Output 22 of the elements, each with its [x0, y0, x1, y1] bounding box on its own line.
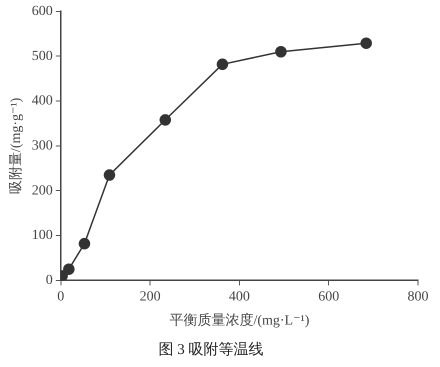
y-tick-label: 400	[32, 94, 53, 109]
x-tick-label: 0	[57, 289, 64, 304]
x-tick-label: 800	[408, 289, 428, 304]
x-tick-label: 600	[318, 289, 340, 304]
x-tick-label: 200	[140, 289, 161, 304]
point	[275, 46, 287, 58]
x-tick-label: 400	[228, 289, 250, 304]
point	[104, 169, 116, 181]
x-axis-title: 平衡质量浓度/(mg·L⁻¹)	[169, 312, 310, 328]
y-tick-label: 500	[32, 48, 53, 64]
point	[78, 238, 90, 250]
point	[63, 263, 75, 275]
y-tick-label: 200	[32, 183, 53, 198]
y-tick-label: 300	[32, 138, 53, 154]
point	[160, 114, 172, 126]
y-tick-label: 0	[46, 273, 53, 288]
y-tick-label: 100	[32, 228, 53, 244]
point	[216, 58, 228, 70]
y-axis-title: 吸附量/(mg·g⁻¹)	[8, 97, 24, 194]
text: 图 3 吸附等温线	[158, 340, 264, 358]
point	[360, 37, 372, 49]
y-tick-label: 600	[32, 4, 53, 20]
